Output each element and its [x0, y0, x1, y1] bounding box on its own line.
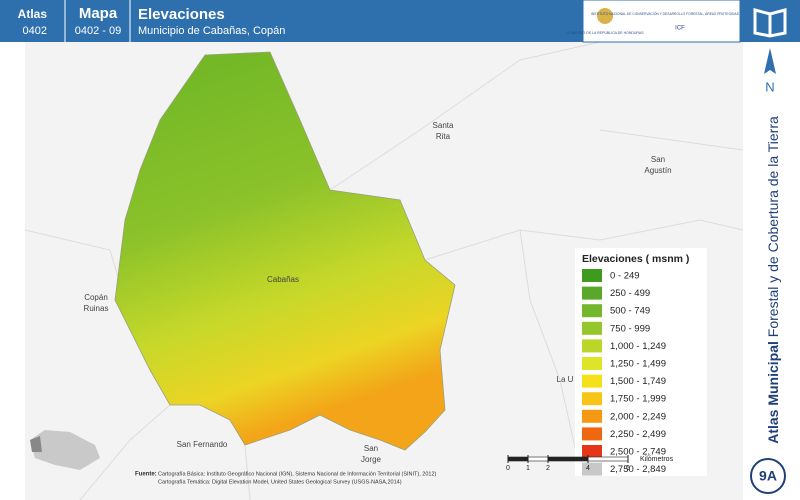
place-label: Cabañas	[267, 275, 299, 284]
side-title-rest: Forestal y de Cobertura de la Tierra	[765, 116, 781, 341]
place-label: Ruinas	[84, 304, 109, 313]
legend-label: 1,250 - 1,499	[610, 359, 666, 370]
legend-label: 250 - 499	[610, 288, 650, 299]
legend-swatch	[582, 321, 602, 335]
place-label: San	[364, 444, 378, 453]
scale-segment	[547, 456, 589, 462]
coat-of-arms	[597, 8, 613, 24]
scale-segment	[527, 456, 549, 462]
legend-swatch	[582, 462, 602, 476]
boundaries	[24, 41, 744, 500]
legend-label: 0 - 249	[610, 271, 640, 282]
place-label: Rita	[436, 132, 451, 141]
logo-icf-short: ICF	[675, 26, 685, 32]
side-title-bold: Atlas Municipal	[765, 341, 781, 444]
badge-circle	[750, 458, 786, 494]
header-bar	[0, 0, 583, 42]
scale-segment	[587, 456, 629, 462]
source-line: Cartografía Temática: Digital Elevation …	[158, 479, 402, 485]
legend-swatch	[582, 445, 602, 458]
title: Elevaciones	[138, 6, 225, 23]
place-label: Copán	[84, 293, 108, 302]
scale-segment	[507, 456, 529, 462]
scale-tick-label: 0	[506, 465, 510, 472]
country-inset	[30, 430, 100, 470]
badge: 9A	[759, 468, 777, 484]
legend-label: 2,500 - 2,749	[610, 447, 666, 458]
legend-label: 2,750 - 2,849	[610, 464, 666, 475]
place-label: Jorge	[361, 455, 382, 464]
source-line: Cartografía Básica: Instituto Geográfico…	[158, 471, 437, 477]
scale-tick-label: 2	[546, 465, 550, 472]
inset-highlight	[30, 436, 42, 452]
legend-swatch	[582, 339, 602, 353]
legend-swatch	[582, 304, 602, 318]
north-arrow	[764, 48, 776, 74]
place-label: San Fernando	[177, 440, 228, 449]
scale-unit: Kilómetros	[640, 456, 674, 463]
legend-swatch	[582, 357, 602, 370]
legend-swatch	[582, 374, 602, 388]
subtitle: Municipio de Cabañas, Copán	[138, 25, 285, 37]
legend-label: 2,250 - 2,499	[610, 429, 666, 440]
legend-label: 1,000 - 1,249	[610, 341, 666, 352]
north-label: N	[765, 79, 774, 94]
place-label: Santa	[433, 121, 454, 130]
logo-icf: INSTITUTO NACIONAL DE CONSERVACIÓN Y DES…	[591, 11, 770, 16]
legend-label: 2,000 - 2,249	[610, 411, 666, 422]
scale-tick-label: 4	[586, 465, 590, 472]
scale-tick-label: 6	[626, 465, 630, 472]
logo-gov: GOBIERNO DE LA REPÚBLICA DE HONDURAS	[566, 31, 644, 35]
place-label: Agustín	[644, 166, 671, 175]
legend-swatch	[582, 392, 602, 406]
legend-title: Elevaciones ( msnm )	[582, 253, 689, 265]
place-label: La U	[557, 375, 574, 384]
legend-label: 750 - 999	[610, 323, 650, 334]
legend-swatch	[582, 427, 602, 441]
municipality-relief	[114, 51, 456, 451]
map-label: Mapa	[79, 5, 118, 22]
legend-label: 1,750 - 1,999	[610, 394, 666, 405]
atlas-label: Atlas	[18, 7, 48, 21]
place-label: San	[651, 155, 665, 164]
map-code: 0402 - 09	[75, 25, 121, 37]
book-icon	[753, 8, 787, 38]
legend-swatch	[582, 269, 602, 282]
legend-label: 500 - 749	[610, 306, 650, 317]
legend-swatch	[582, 286, 602, 300]
atlas-code: 0402	[23, 25, 47, 37]
legend-swatch	[582, 409, 602, 423]
source-label: Fuente:	[135, 472, 157, 478]
legend-label: 1,500 - 1,749	[610, 376, 666, 387]
side-title: Atlas Municipal Forestal y de Cobertura …	[765, 116, 781, 444]
scale-tick-label: 1	[526, 465, 530, 472]
